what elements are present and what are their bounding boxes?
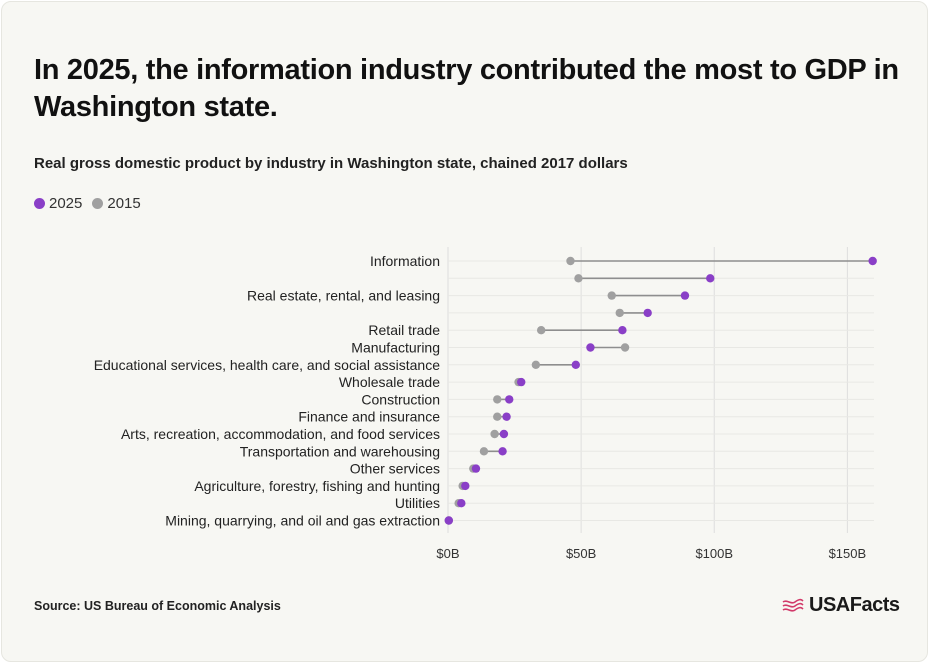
point-2015 <box>607 291 616 300</box>
point-2015 <box>566 256 575 266</box>
point-2025 <box>643 308 652 318</box>
category-label: Retail trade <box>368 322 440 338</box>
legend-swatch-2015 <box>92 198 104 209</box>
x-tick-label: $100B <box>695 546 733 561</box>
category-label: Wholesale trade <box>339 374 440 390</box>
point-2025 <box>457 499 466 508</box>
point-2025 <box>505 395 514 404</box>
point-2025 <box>499 429 509 439</box>
usafacts-logo: USAFacts <box>781 594 900 617</box>
category-label: Manufacturing <box>351 340 440 356</box>
category-label: Arts, recreation, accommodation, and foo… <box>121 426 440 442</box>
point-2025 <box>868 256 877 266</box>
category-label: Transportation and warehousing <box>240 443 440 459</box>
point-2015 <box>531 360 541 369</box>
point-2025 <box>444 516 453 525</box>
category-label: Real estate, rental, and leasing <box>247 288 440 304</box>
point-2025 <box>461 481 470 491</box>
x-tick-label: $50B <box>566 546 596 561</box>
legend-swatch-2025 <box>34 198 45 209</box>
point-2025 <box>706 274 715 283</box>
x-tick-label: $150B <box>829 546 867 561</box>
point-2015 <box>493 395 502 404</box>
point-2025 <box>586 343 595 352</box>
point-2025 <box>571 360 580 369</box>
point-2015 <box>620 343 630 352</box>
category-label: Educational services, health care, and s… <box>94 357 441 373</box>
point-2025 <box>498 447 507 456</box>
point-2025 <box>517 377 526 387</box>
chart-subtitle: Real gross domestic product by industry … <box>34 155 628 172</box>
chart-title: In 2025, the information industry contri… <box>34 54 899 123</box>
category-label: Construction <box>361 391 440 407</box>
point-2025 <box>471 464 481 473</box>
legend-label-2025: 2025 <box>49 195 83 212</box>
point-2015 <box>574 274 583 283</box>
point-2015 <box>615 308 624 318</box>
usafacts-flag-icon <box>782 598 804 612</box>
point-2015 <box>493 412 502 421</box>
category-label: Finance and insurance <box>298 409 440 425</box>
brand-name: USAFacts <box>809 594 900 616</box>
category-label: Agriculture, forestry, fishing and hunti… <box>194 478 440 494</box>
source-note: Source: US Bureau of Economic Analysis <box>34 599 281 613</box>
point-2015 <box>536 326 546 335</box>
point-2025 <box>502 412 511 421</box>
point-2025 <box>680 291 690 300</box>
x-tick-label: $0B <box>436 546 459 561</box>
category-label: Information <box>370 253 440 269</box>
point-2025 <box>618 326 627 335</box>
point-2015 <box>490 429 499 439</box>
category-label: Utilities <box>395 495 440 511</box>
legend: 2025 2015 <box>34 195 151 212</box>
point-2015 <box>479 447 489 456</box>
category-label: Mining, quarrying, and oil and gas extra… <box>165 513 440 529</box>
legend-label-2015: 2015 <box>107 195 141 212</box>
legend-item-2015: 2015 <box>92 195 141 212</box>
legend-item-2025: 2025 <box>34 195 82 212</box>
category-label: Other services <box>350 461 440 477</box>
